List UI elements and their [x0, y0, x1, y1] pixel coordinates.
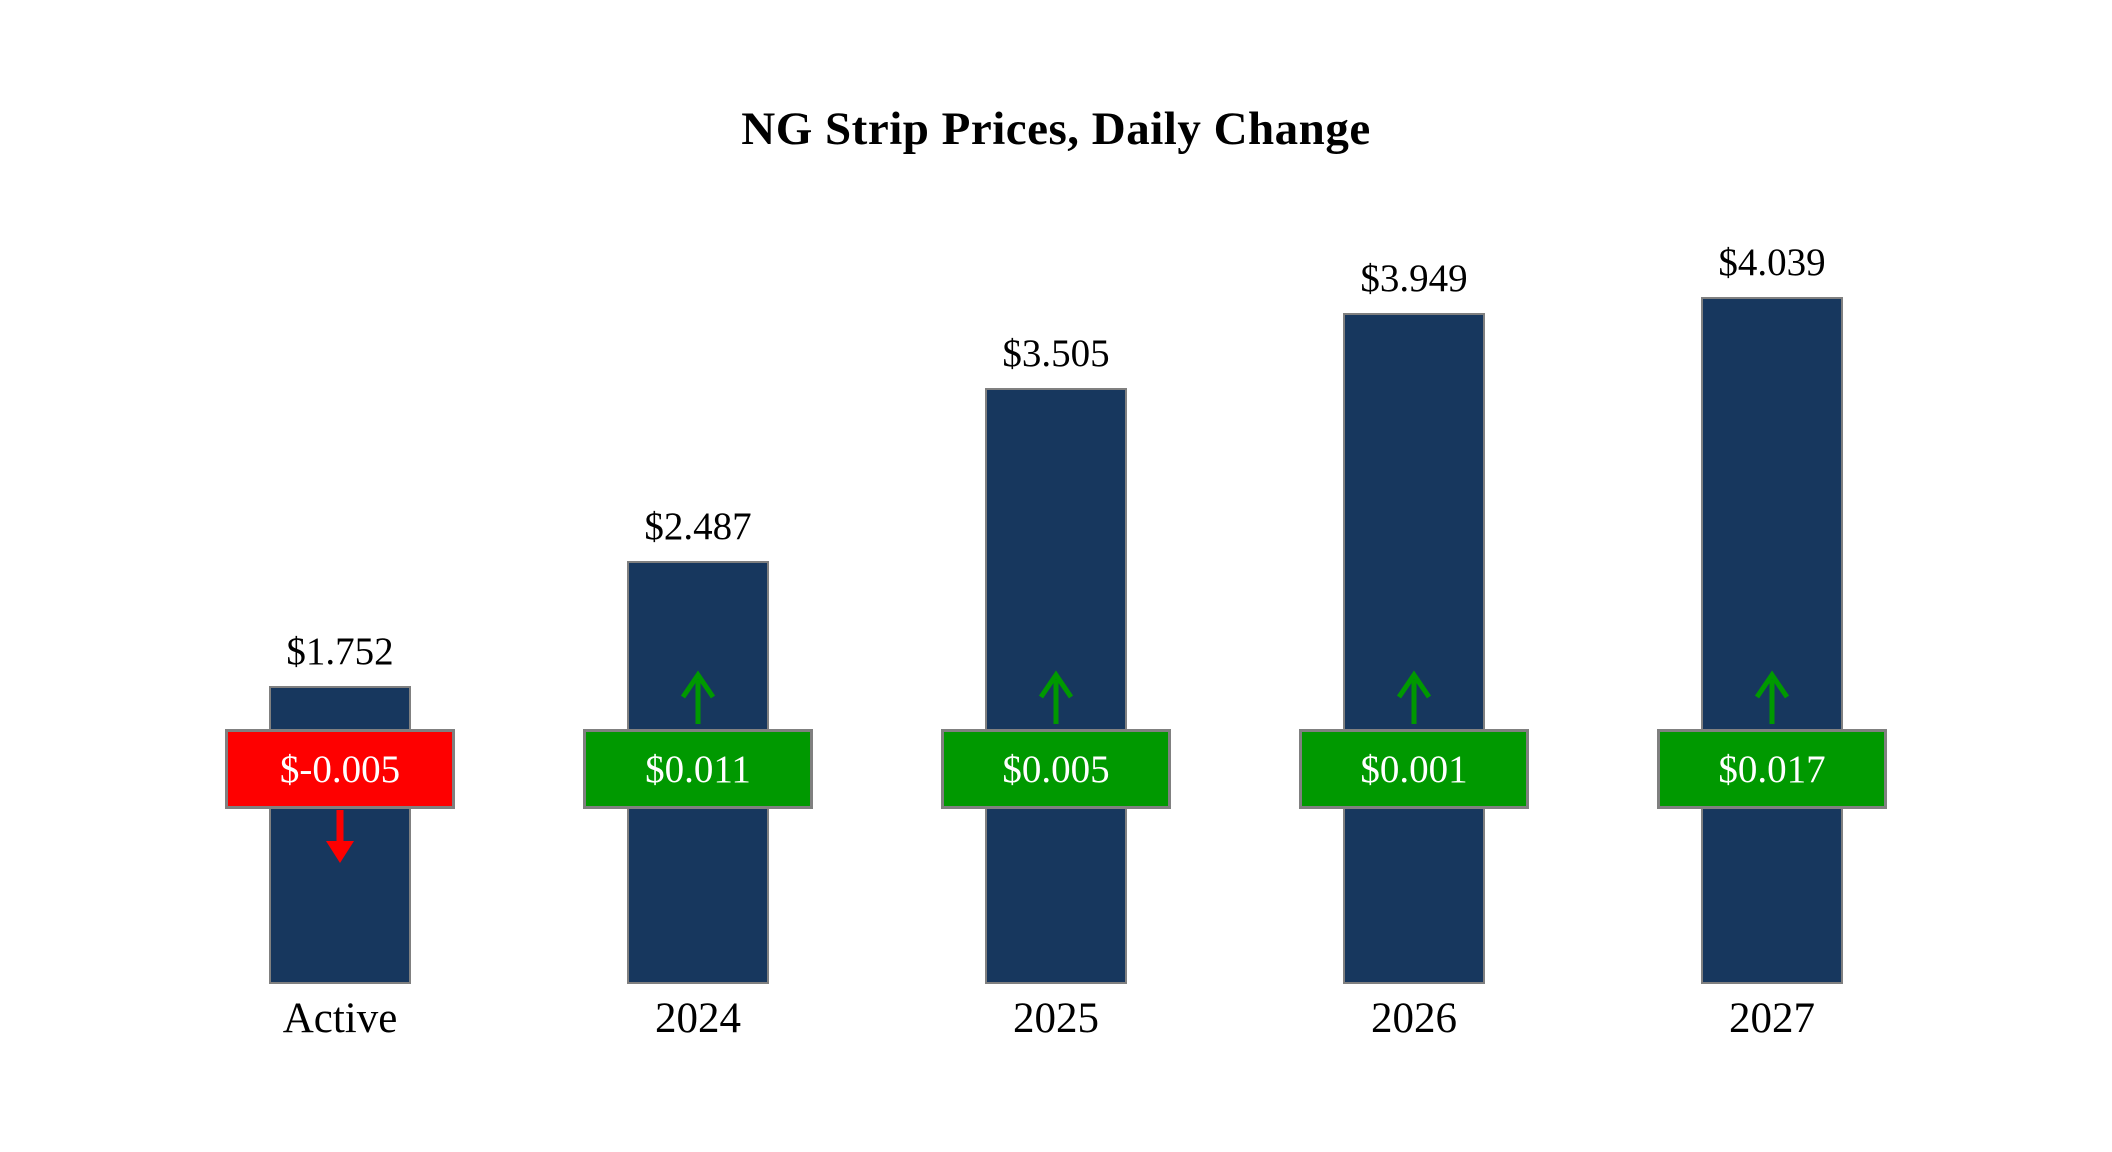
bar-column-2027: $4.039 $0.017 2027 [1593, 224, 1951, 1042]
change-badge: $0.011 [583, 729, 813, 809]
chart-title: NG Strip Prices, Daily Change [741, 103, 1371, 155]
bar-column-2024: $2.487 $0.011 2024 [519, 224, 877, 1042]
bar-column-active: $1.752 $-0.005 Active [161, 224, 519, 1042]
bar [1701, 297, 1843, 984]
bar-value-label: $3.949 [1360, 257, 1468, 300]
category-label: 2024 [655, 995, 741, 1042]
change-badge: $-0.005 [225, 729, 455, 809]
up-arrow-icon [676, 670, 720, 726]
up-arrow-icon [1750, 670, 1794, 726]
up-arrow-icon [1392, 670, 1436, 726]
category-label: 2026 [1371, 995, 1457, 1042]
bar-value-label: $1.752 [286, 630, 394, 673]
bar-chart: $1.752 $-0.005 Active $2.487 $0.011 2024… [161, 224, 1951, 1042]
bar [1343, 313, 1485, 984]
bar-column-2025: $3.505 $0.005 2025 [877, 224, 1235, 1042]
category-label: 2025 [1013, 995, 1099, 1042]
up-arrow-icon [1034, 670, 1078, 726]
change-badge: $0.017 [1657, 729, 1887, 809]
category-label: 2027 [1729, 995, 1815, 1042]
change-badge: $0.001 [1299, 729, 1529, 809]
bar-value-label: $3.505 [1002, 332, 1110, 375]
down-arrow-icon [318, 808, 362, 864]
bar-column-2026: $3.949 $0.001 2026 [1235, 224, 1593, 1042]
category-label: Active [282, 995, 398, 1042]
bar-value-label: $4.039 [1718, 241, 1826, 284]
bar-value-label: $2.487 [644, 505, 752, 548]
change-badge: $0.005 [941, 729, 1171, 809]
